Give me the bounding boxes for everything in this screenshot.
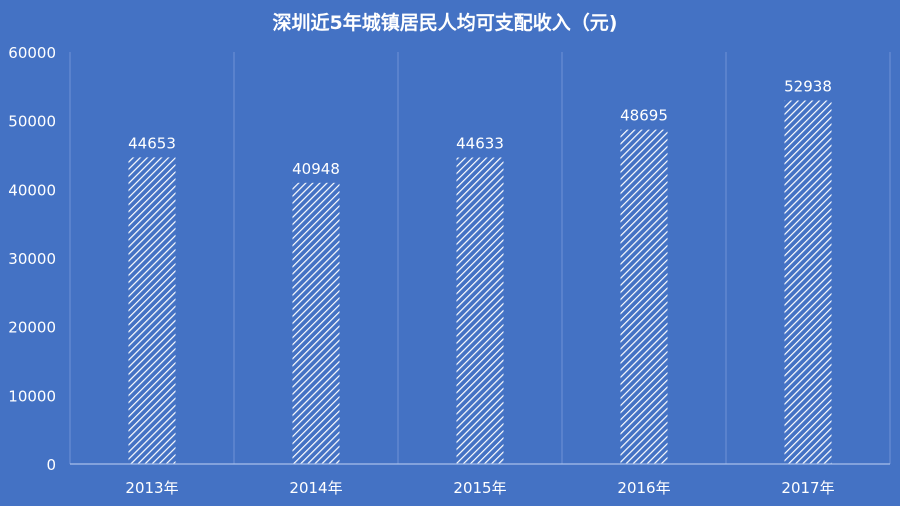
bar — [784, 100, 832, 464]
bar — [128, 157, 176, 464]
gridlines — [69, 52, 891, 464]
y-tick-label: 60000 — [8, 44, 56, 62]
bar — [620, 129, 668, 464]
bar — [292, 182, 340, 464]
data-label: 52938 — [784, 77, 832, 95]
x-tick-label: 2015年 — [453, 479, 506, 497]
data-labels: 44653 40948 44633 48695 52938 — [128, 77, 832, 177]
x-axis: 2013年 2014年 2015年 2016年 2017年 — [70, 463, 890, 497]
y-tick-label: 0 — [46, 456, 56, 474]
y-tick-label: 20000 — [8, 319, 56, 337]
data-label: 44633 — [456, 135, 504, 153]
x-tick-label: 2014年 — [289, 479, 342, 497]
data-label: 40948 — [292, 160, 340, 178]
data-label: 44653 — [128, 134, 176, 152]
bars — [128, 100, 832, 464]
y-axis: 0 10000 20000 30000 40000 50000 60000 — [8, 44, 56, 474]
y-tick-label: 10000 — [8, 387, 56, 405]
bar — [456, 157, 504, 464]
x-tick-label: 2017年 — [781, 479, 834, 497]
y-tick-label: 50000 — [8, 113, 56, 131]
chart-title: 深圳近5年城镇居民人均可支配收入（元) — [273, 11, 618, 34]
x-tick-label: 2016年 — [617, 479, 670, 497]
y-tick-label: 40000 — [8, 181, 56, 199]
y-tick-label: 30000 — [8, 250, 56, 268]
x-tick-label: 2013年 — [125, 479, 178, 497]
data-label: 48695 — [620, 107, 668, 125]
